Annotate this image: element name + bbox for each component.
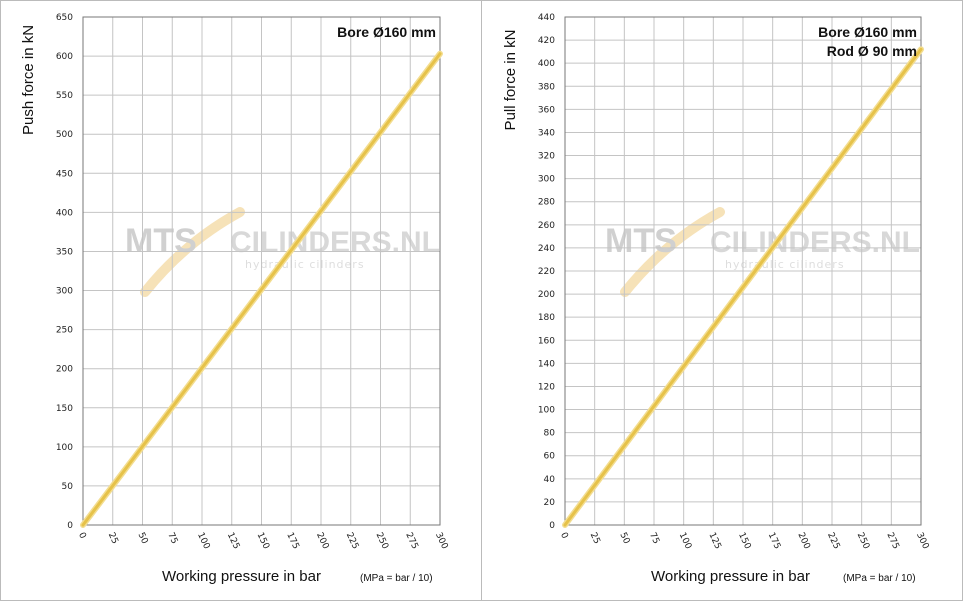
watermark-swoosh [140, 207, 245, 297]
x-tick-label: 0 [76, 531, 88, 541]
x-tick-label: 75 [647, 531, 661, 546]
y-tick-label: 320 [538, 152, 555, 162]
x-axis-label: Working pressure in bar [651, 568, 810, 585]
y-tick-label: 650 [56, 13, 73, 23]
watermark-text: CILINDERS.NL [710, 226, 920, 259]
y-tick-label: 300 [538, 175, 555, 185]
watermark-swoosh [620, 207, 725, 297]
x-tick-label: 75 [165, 531, 179, 546]
y-tick-label: 250 [56, 326, 73, 336]
y-tick-label: 550 [56, 91, 73, 101]
y-tick-label: 100 [56, 443, 73, 453]
annotation: Bore Ø160 mm [818, 24, 917, 40]
x-tick-label: 50 [617, 531, 631, 546]
y-tick-label: 350 [56, 247, 73, 257]
annotation: Bore Ø160 mm [337, 24, 436, 40]
y-tick-label: 120 [538, 382, 555, 392]
watermark-text: MTS [125, 222, 197, 260]
y-axis-label: Pull force in kN [502, 30, 519, 131]
y-tick-label: 280 [538, 198, 555, 208]
y-tick-label: 180 [538, 313, 555, 323]
watermark-text: MTS [605, 222, 677, 260]
x-axis-note: (MPa = bar / 10) [843, 573, 916, 584]
y-tick-label: 20 [544, 498, 556, 508]
y-axis-label: Push force in kN [20, 25, 37, 135]
y-tick-label: 380 [538, 82, 555, 92]
x-tick-label: 0 [558, 531, 570, 541]
data-line [563, 47, 923, 527]
x-tick-label: 25 [588, 531, 602, 546]
y-tick-label: 260 [538, 221, 555, 231]
y-tick-label: 60 [544, 452, 556, 462]
watermark-text: hydraulic cilinders [245, 258, 365, 271]
y-tick-label: 200 [538, 290, 555, 300]
y-tick-label: 0 [549, 521, 555, 531]
y-tick-label: 200 [56, 365, 73, 375]
y-tick-label: 500 [56, 130, 73, 140]
y-tick-label: 400 [538, 59, 555, 69]
x-axis-label: Working pressure in bar [162, 568, 321, 585]
y-tick-label: 80 [544, 429, 556, 439]
watermark-text: CILINDERS.NL [230, 226, 440, 259]
y-tick-label: 420 [538, 36, 555, 46]
y-tick-label: 0 [67, 521, 73, 531]
plot-border [564, 16, 922, 526]
y-tick-label: 450 [56, 169, 73, 179]
y-tick-label: 300 [56, 287, 73, 297]
y-tick-label: 400 [56, 208, 73, 218]
x-tick-label: 50 [136, 531, 150, 546]
y-tick-label: 150 [56, 404, 73, 414]
plot-border [82, 16, 441, 526]
data-line [81, 52, 442, 527]
y-tick-label: 140 [538, 359, 555, 369]
y-tick-label: 220 [538, 267, 555, 277]
y-tick-label: 360 [538, 105, 555, 115]
x-axis-note: (MPa = bar / 10) [360, 573, 433, 584]
y-tick-label: 100 [538, 406, 555, 416]
y-tick-label: 40 [544, 475, 556, 485]
y-tick-label: 440 [538, 13, 555, 23]
y-tick-label: 160 [538, 336, 555, 346]
y-tick-label: 340 [538, 128, 555, 138]
y-tick-label: 600 [56, 52, 73, 62]
y-tick-label: 50 [62, 482, 74, 492]
annotation: Rod Ø 90 mm [827, 43, 917, 59]
y-tick-label: 240 [538, 244, 555, 254]
x-tick-label: 25 [106, 531, 120, 546]
